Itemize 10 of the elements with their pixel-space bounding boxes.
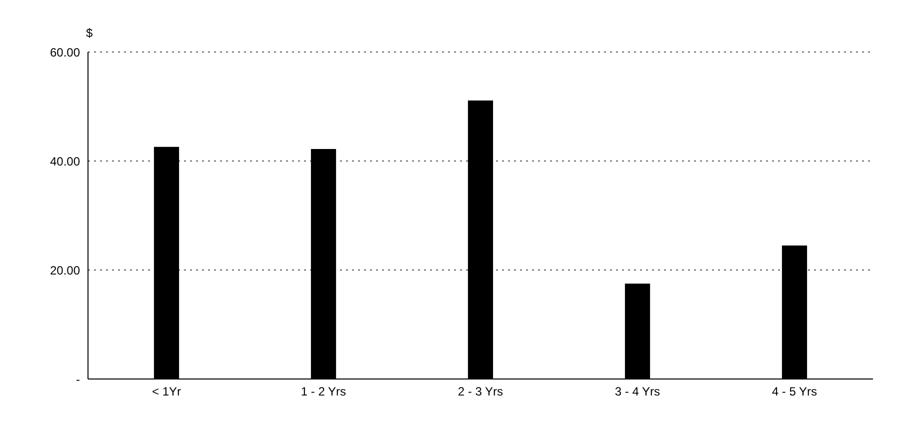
y-tick-label: 60.00 bbox=[50, 45, 80, 60]
x-tick-label: 4 - 5 Yrs bbox=[772, 384, 818, 399]
y-axis-title: $ bbox=[86, 26, 93, 40]
x-tick-label: 3 - 4 Yrs bbox=[614, 384, 660, 399]
x-tick-label: 2 - 3 Yrs bbox=[458, 384, 504, 399]
x-tick-label: < 1Yr bbox=[152, 384, 182, 399]
y-tick-label: - bbox=[76, 372, 80, 386]
x-tick-label: 1 - 2 Yrs bbox=[300, 384, 346, 399]
y-tick-label: 20.00 bbox=[50, 263, 80, 278]
y-tick-label: 40.00 bbox=[50, 154, 80, 168]
